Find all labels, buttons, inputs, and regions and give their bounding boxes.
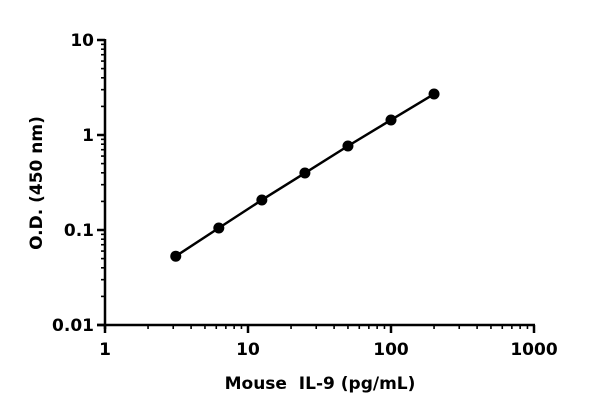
x-tick-label: 1: [99, 340, 111, 360]
data-point: [428, 88, 440, 100]
y-tick-label: 1: [82, 126, 94, 146]
y-tick-label: 0.1: [64, 221, 94, 241]
data-point: [342, 140, 354, 152]
x-tick-label: 100: [373, 340, 409, 360]
data-point: [385, 114, 397, 126]
data-points: [170, 88, 440, 262]
x-tick-label: 10: [236, 340, 260, 360]
x-axis: 1 10 100 1000: [97, 323, 558, 360]
x-tick-label: 1000: [510, 340, 557, 360]
data-point: [170, 250, 182, 262]
y-tick-label: 10: [70, 31, 94, 51]
data-point: [256, 194, 268, 206]
data-point: [299, 167, 311, 179]
x-axis-title: Mouse IL-9 (pg/mL): [225, 374, 416, 394]
y-axis: 0.01 0.1 1 10: [52, 31, 107, 336]
data-point: [213, 222, 225, 234]
y-axis-title: O.D. (450 nm): [27, 116, 47, 250]
y-tick-label: 0.01: [52, 316, 94, 336]
